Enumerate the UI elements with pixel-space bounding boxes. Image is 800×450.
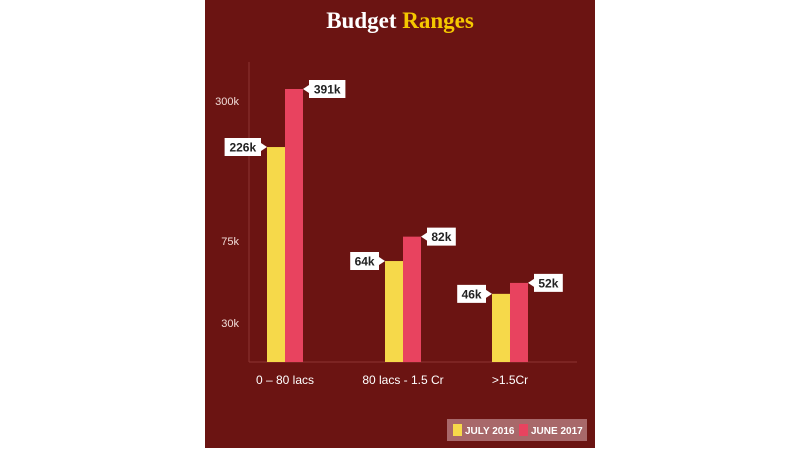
bar-chart: 30k 75k 300k 226k 391k 0 – 80 lacs 64k 82k 80 la… [215, 62, 587, 441]
data-label-box [457, 284, 492, 303]
x-tick-label: 0 – 80 lacs [256, 373, 314, 387]
data-label: 226k [229, 141, 256, 155]
legend-swatch-july-2016 [453, 424, 462, 436]
data-label: 52k [538, 276, 558, 290]
x-tick-label: 80 lacs - 1.5 Cr [362, 373, 443, 387]
title-part-1: Budget [326, 8, 397, 33]
data-label: 64k [355, 255, 375, 269]
data-label-box [528, 273, 563, 292]
x-tick-label: >1.5Cr [492, 373, 528, 387]
chart-panel: Budget Ranges 30k 75k 300k 226k 391k 0 – 80 l… [205, 0, 595, 448]
bar-july-2016 [492, 293, 510, 362]
data-label-box [421, 227, 456, 246]
bar-june-2017 [403, 236, 421, 362]
bar-june-2017 [510, 282, 528, 362]
legend-label-june-2017: JUNE 2017 [531, 426, 583, 437]
title-part-2: Ranges [402, 8, 474, 33]
chart-title: Budget Ranges [205, 8, 595, 34]
bar-june-2017 [285, 89, 303, 362]
legend-box [447, 419, 587, 441]
legend-label-july-2016: JULY 2016 [465, 426, 515, 437]
y-tick-label: 75k [221, 236, 239, 248]
data-label: 82k [431, 230, 451, 244]
legend-swatch-june-2017 [519, 424, 528, 436]
data-label-box [350, 252, 385, 271]
bar-july-2016 [385, 261, 403, 362]
data-label: 391k [314, 83, 341, 97]
data-label-box [303, 80, 346, 98]
y-tick-label: 30k [221, 318, 239, 330]
data-label: 46k [462, 287, 482, 301]
data-label-box [224, 138, 267, 157]
y-tick-label: 300k [215, 96, 239, 108]
bar-july-2016 [267, 147, 285, 362]
